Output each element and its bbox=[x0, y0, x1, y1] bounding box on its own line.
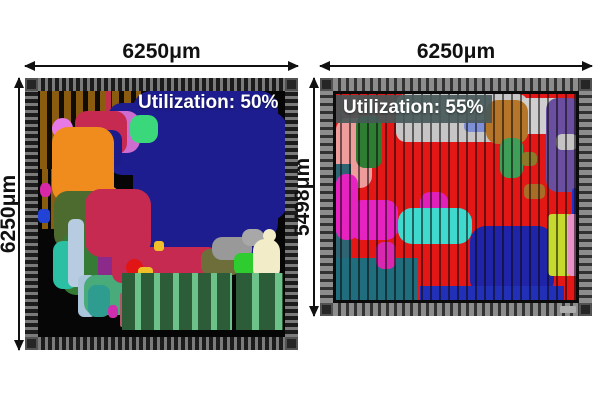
ochre-dot bbox=[524, 184, 545, 199]
pink-region bbox=[336, 118, 372, 188]
gray-region bbox=[519, 98, 565, 134]
magenta-dot bbox=[40, 183, 51, 197]
navy-region bbox=[223, 187, 273, 237]
teal-block bbox=[336, 258, 418, 300]
utilization-label: Utilization: 55% bbox=[336, 95, 493, 123]
macro-array bbox=[122, 273, 232, 330]
pad-ring-corner bbox=[320, 303, 333, 316]
magenta-region bbox=[336, 174, 358, 240]
die-width-label: 6250μm bbox=[122, 40, 201, 63]
utilization-label: Utilization: 50% bbox=[138, 92, 279, 113]
darkblue-region bbox=[470, 226, 554, 296]
magenta-dot bbox=[108, 305, 118, 318]
pad-ring-corner bbox=[285, 337, 298, 350]
crimson-region bbox=[85, 189, 151, 257]
lightblue-region bbox=[68, 219, 84, 287]
chip-die-left: Utilization: 50% bbox=[25, 78, 298, 350]
chip-die-right: Utilization: 55% bbox=[320, 78, 592, 316]
macro-stripe bbox=[42, 169, 48, 229]
pad-ring-top bbox=[333, 78, 579, 91]
pad-ring-corner bbox=[320, 78, 333, 91]
corner-mark bbox=[560, 306, 576, 313]
cyan-region bbox=[398, 208, 472, 244]
green-region bbox=[356, 116, 382, 168]
vertical-dimension-arrow bbox=[309, 77, 319, 317]
teal-region bbox=[88, 285, 110, 317]
die-core-left: Utilization: 50% bbox=[38, 91, 285, 337]
gray-dot bbox=[556, 134, 576, 150]
pad-ring-corner bbox=[579, 303, 592, 316]
olive-dot bbox=[521, 152, 537, 166]
pad-ring-top bbox=[38, 78, 285, 91]
pad-ring-corner bbox=[285, 78, 298, 91]
green-region bbox=[130, 115, 158, 143]
pad-ring-right bbox=[579, 91, 592, 303]
pad-ring-corner bbox=[25, 78, 38, 91]
yellowgreen-block bbox=[548, 214, 572, 276]
pad-ring-left bbox=[320, 91, 333, 303]
die-width-label: 6250μm bbox=[416, 40, 496, 63]
green-region bbox=[500, 138, 523, 178]
horizontal-dimension-arrow bbox=[319, 61, 593, 71]
pad-ring-bottom bbox=[38, 337, 285, 350]
magenta-region bbox=[376, 242, 396, 269]
macro-array bbox=[236, 273, 283, 330]
red-stripe bbox=[106, 91, 111, 119]
pink-block bbox=[568, 214, 576, 276]
pad-ring-bottom bbox=[333, 303, 579, 316]
pad-ring-right bbox=[285, 91, 298, 337]
pad-ring-corner bbox=[579, 78, 592, 91]
die-core-right: Utilization: 55% bbox=[333, 91, 579, 303]
pad-ring-corner bbox=[25, 337, 38, 350]
horizontal-dimension-arrow bbox=[24, 61, 299, 71]
pad-ring-left bbox=[25, 91, 38, 337]
magenta-region bbox=[420, 192, 448, 217]
gold-region bbox=[154, 241, 164, 251]
die-height-label: 5498μm bbox=[291, 157, 314, 237]
magenta-region bbox=[350, 200, 398, 240]
cream-dot bbox=[263, 229, 276, 242]
vertical-dimension-arrow bbox=[14, 77, 24, 351]
blue-dot bbox=[38, 209, 50, 223]
blue-bottom-strip bbox=[420, 286, 564, 300]
purple-region bbox=[546, 98, 576, 192]
blue-strip bbox=[572, 188, 576, 246]
teal-strip bbox=[336, 164, 351, 292]
